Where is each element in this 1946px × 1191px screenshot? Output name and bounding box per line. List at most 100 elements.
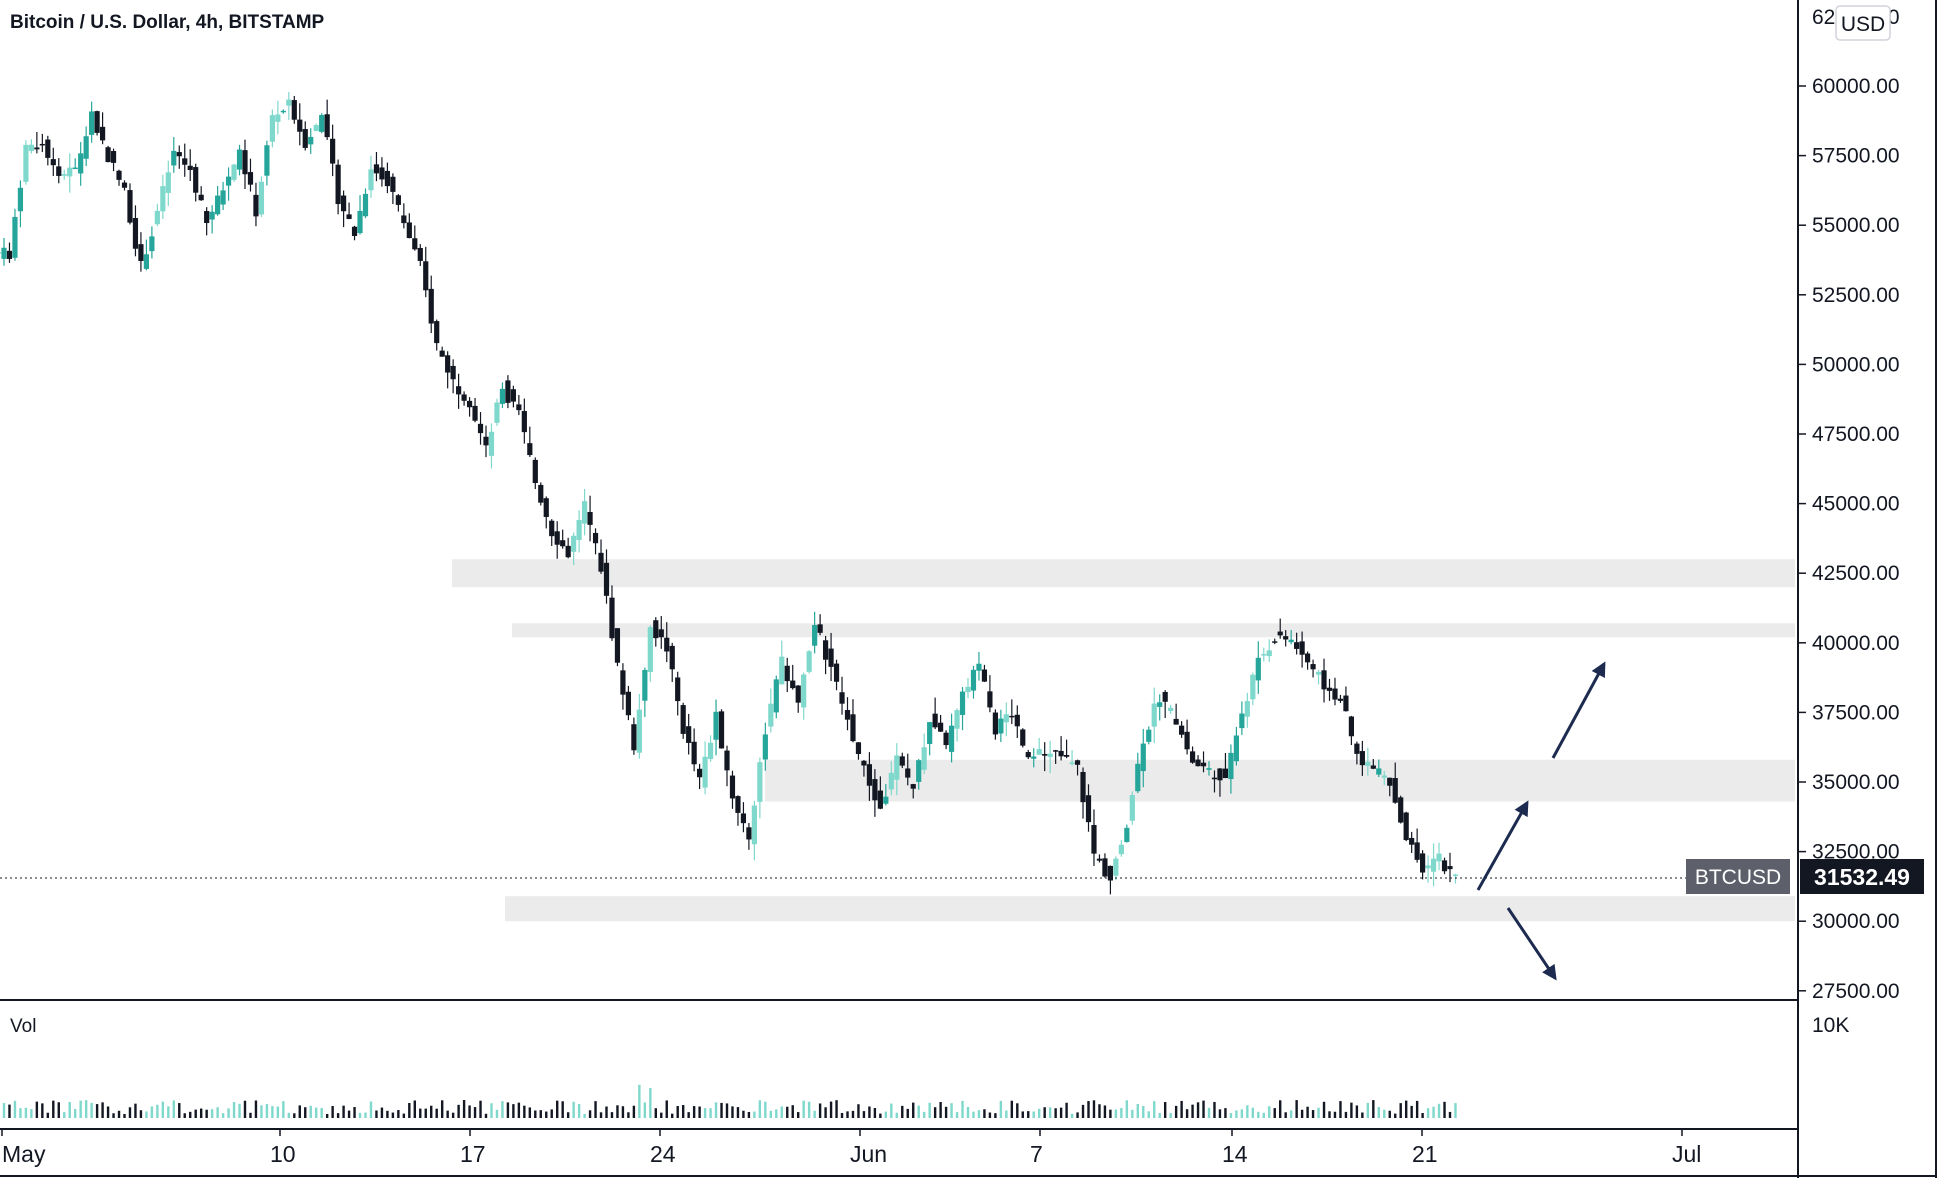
- candle-body: [806, 651, 812, 672]
- candle-body: [176, 152, 182, 157]
- candle-body: [571, 535, 577, 552]
- candle-body: [1, 247, 7, 259]
- candle-body: [319, 114, 325, 132]
- candle-body: [127, 190, 133, 223]
- volume-bar: [1240, 1109, 1244, 1118]
- volume-bar: [786, 1106, 789, 1118]
- volume-bar: [709, 1108, 712, 1118]
- volume-bar: [610, 1112, 614, 1118]
- volume-bar: [1454, 1103, 1457, 1118]
- volume-bar: [358, 1112, 362, 1118]
- currency-label: USD: [1841, 13, 1885, 36]
- candle-body: [609, 597, 615, 639]
- volume-bar: [1191, 1104, 1194, 1118]
- candle-body: [1179, 725, 1185, 735]
- candle-body: [505, 380, 511, 403]
- candle-body: [560, 540, 566, 547]
- candle-body: [368, 169, 374, 191]
- volume-bar: [172, 1100, 175, 1118]
- candle-body: [872, 779, 878, 801]
- candle-body: [324, 114, 330, 138]
- volume-bar: [419, 1108, 422, 1118]
- candle-body: [850, 714, 856, 742]
- candle-body: [1304, 653, 1311, 663]
- candle-body: [921, 747, 927, 770]
- candle-body: [516, 404, 522, 411]
- candle-body: [1266, 650, 1272, 657]
- candle-body: [675, 677, 681, 702]
- volume-bar: [315, 1107, 318, 1118]
- candle-body: [729, 775, 736, 799]
- candle-body: [1255, 657, 1261, 681]
- candle-body: [1118, 844, 1124, 855]
- candle-body: [1036, 749, 1042, 755]
- volume-bar: [440, 1100, 444, 1118]
- volume-bar: [1273, 1108, 1276, 1118]
- candle-body: [1326, 687, 1333, 691]
- volume-bar: [742, 1110, 745, 1118]
- candle-body: [1228, 752, 1234, 780]
- candle-body: [379, 167, 385, 180]
- candle-body: [291, 100, 297, 120]
- volume-bar: [353, 1107, 356, 1118]
- candle-body: [1107, 865, 1114, 881]
- volume-bar: [430, 1105, 433, 1118]
- candle-body: [1272, 641, 1278, 643]
- candle-body: [340, 195, 347, 212]
- candle-body: [23, 144, 29, 182]
- volume-bar: [1410, 1105, 1413, 1118]
- candle-body: [236, 149, 243, 170]
- volume-bar: [194, 1109, 197, 1118]
- volume-bar: [928, 1102, 931, 1118]
- volume-bar: [1153, 1101, 1156, 1118]
- candle-body: [746, 827, 752, 840]
- volume-bar: [654, 1108, 657, 1118]
- candle-body: [1233, 735, 1239, 762]
- volume-bar: [1448, 1111, 1452, 1118]
- volume-bar: [1383, 1109, 1386, 1118]
- volume-bar: [950, 1103, 953, 1118]
- candle-body: [28, 144, 34, 151]
- volume-bar: [282, 1101, 285, 1118]
- volume-bar: [528, 1107, 532, 1118]
- volume-bar: [901, 1105, 904, 1118]
- volume-bar: [1279, 1100, 1282, 1118]
- volume-bar: [1059, 1107, 1063, 1118]
- volume-bar: [720, 1102, 723, 1118]
- candle-body: [6, 250, 13, 259]
- volume-bar: [917, 1105, 920, 1118]
- volume-bar: [1125, 1100, 1129, 1118]
- candle-body: [1288, 639, 1294, 643]
- price-ticks-layer: 60000.00 57500.00 55000.00 52500.00 50000.00…: [1798, 75, 1900, 1003]
- candle-body: [89, 111, 95, 135]
- volume-bar: [1174, 1105, 1178, 1118]
- volume-bar: [391, 1112, 395, 1118]
- volume-bar: [1224, 1108, 1227, 1118]
- currency-badge[interactable]: [1835, 5, 1891, 41]
- candle-body: [1315, 671, 1322, 675]
- volume-bar: [156, 1104, 159, 1118]
- volume-bar: [1311, 1110, 1315, 1118]
- volume-bar: [665, 1100, 668, 1118]
- candle-body: [1294, 642, 1300, 649]
- candle-body: [1124, 827, 1130, 843]
- candle-body: [165, 172, 171, 193]
- volume-bar: [265, 1104, 269, 1118]
- candle-body: [631, 724, 637, 751]
- candle-body: [538, 484, 544, 503]
- candle-body: [1387, 777, 1393, 786]
- volume-bar: [254, 1100, 258, 1118]
- volume-bar: [309, 1105, 312, 1118]
- volume-bar: [868, 1106, 871, 1118]
- chart-title: Bitcoin / U.S. Dollar, 4h, BITSTAMP: [10, 12, 325, 33]
- candle-body: [466, 400, 473, 408]
- candle-body: [658, 629, 664, 638]
- candle-body: [1206, 768, 1212, 770]
- volume-bar: [539, 1110, 542, 1118]
- candle-body: [625, 691, 632, 716]
- volume-bar: [1065, 1102, 1068, 1118]
- candle-body: [1047, 753, 1053, 757]
- volume-bar: [490, 1103, 493, 1118]
